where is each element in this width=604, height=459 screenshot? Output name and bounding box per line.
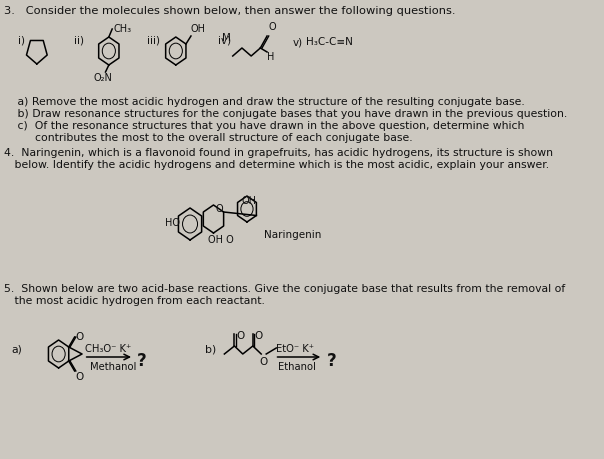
Text: M: M: [222, 33, 231, 43]
Text: 5.  Shown below are two acid-base reactions. Give the conjugate base that result: 5. Shown below are two acid-base reactio…: [4, 283, 565, 293]
Text: a): a): [11, 344, 22, 354]
Text: 3.   Consider the molecules shown below, then answer the following questions.: 3. Consider the molecules shown below, t…: [4, 6, 455, 16]
Text: ii): ii): [74, 35, 84, 45]
Text: OH O: OH O: [208, 235, 234, 245]
Text: HO: HO: [165, 218, 180, 228]
Text: CH₃O⁻ K⁺: CH₃O⁻ K⁺: [85, 343, 132, 353]
Text: Naringenin: Naringenin: [264, 230, 321, 240]
Text: O: O: [76, 331, 84, 341]
Text: OH: OH: [191, 24, 206, 34]
Text: below. Identify the acidic hydrogens and determine which is the most acidic, exp: below. Identify the acidic hydrogens and…: [4, 160, 549, 170]
Text: contributes the most to the overall structure of each conjugate base.: contributes the most to the overall stru…: [7, 133, 413, 143]
Text: b) Draw resonance structures for the conjugate bases that you have drawn in the : b) Draw resonance structures for the con…: [7, 109, 567, 119]
Text: O₂N: O₂N: [94, 73, 112, 83]
Text: O: O: [260, 356, 268, 366]
Text: i): i): [18, 35, 25, 45]
Text: c)  Of the resonance structures that you have drawn in the above question, deter: c) Of the resonance structures that you …: [7, 121, 524, 131]
Text: iii): iii): [147, 35, 159, 45]
Text: H: H: [267, 52, 274, 62]
Text: Methanol: Methanol: [91, 361, 137, 371]
Text: O: O: [76, 371, 84, 381]
Text: b): b): [205, 344, 216, 354]
Text: 4.  Naringenin, which is a flavonoid found in grapefruits, has acidic hydrogens,: 4. Naringenin, which is a flavonoid foun…: [4, 148, 553, 157]
Text: iv): iv): [217, 35, 231, 45]
Text: v): v): [293, 37, 303, 47]
Text: a) Remove the most acidic hydrogen and draw the structure of the resulting conju: a) Remove the most acidic hydrogen and d…: [7, 97, 524, 107]
Text: CH₃: CH₃: [113, 24, 131, 34]
Text: EtO⁻ K⁺: EtO⁻ K⁺: [276, 343, 314, 353]
Text: O: O: [254, 330, 263, 340]
Text: OH: OH: [242, 195, 257, 205]
Text: H₃C-C≡N: H₃C-C≡N: [306, 37, 353, 47]
Text: Ethanol: Ethanol: [278, 361, 316, 371]
Text: O: O: [269, 22, 277, 32]
Text: O: O: [236, 330, 245, 340]
Text: ?: ?: [327, 351, 336, 369]
Text: the most acidic hydrogen from each reactant.: the most acidic hydrogen from each react…: [4, 295, 265, 305]
Text: O: O: [216, 203, 223, 213]
Text: ?: ?: [137, 351, 147, 369]
